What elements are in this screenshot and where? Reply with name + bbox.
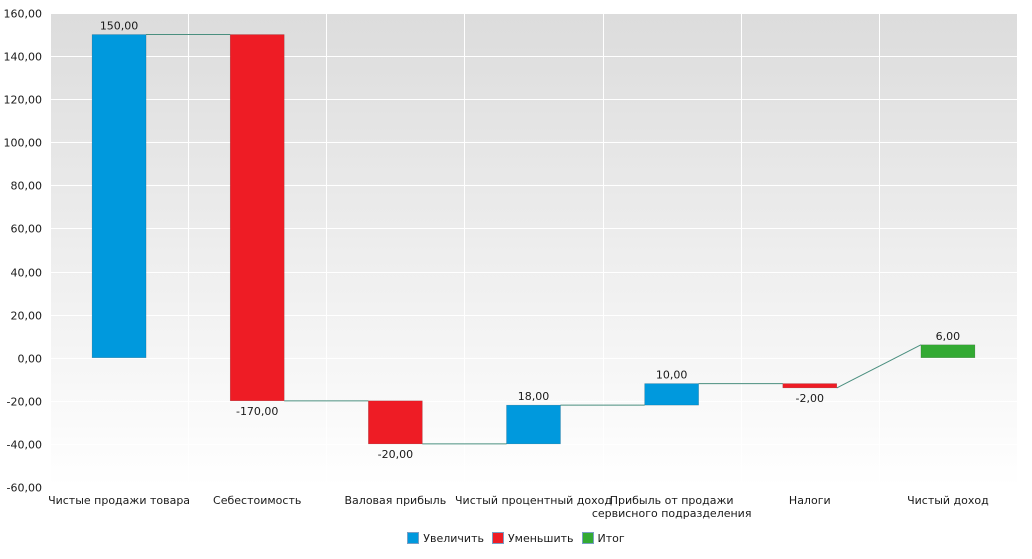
y-tick-label: 0,00 xyxy=(18,353,43,366)
grid-lines xyxy=(50,13,1018,488)
x-category-label: Чистые продажи товара xyxy=(48,494,190,507)
x-category-label: Чистый доход xyxy=(907,494,989,507)
connector-lines xyxy=(146,34,922,445)
bar-total xyxy=(920,344,976,358)
x-axis: Чистые продажи товара Себестоимость Валова… xyxy=(48,494,989,520)
data-labels: 150,00 -170,00 -20,00 18,00 10,00 -2,00 6,00 xyxy=(100,20,960,461)
legend-label-decrease: Уменьшить xyxy=(507,531,574,545)
bars xyxy=(91,34,976,445)
y-tick-label: 120,00 xyxy=(4,94,43,107)
data-label: 10,00 xyxy=(656,369,688,382)
data-label: 6,00 xyxy=(936,330,961,343)
bar-increase xyxy=(644,383,699,406)
legend-label-increase: Увеличить xyxy=(423,531,484,545)
legend-item-decrease[interactable]: Уменьшить xyxy=(491,529,574,547)
data-label: -2,00 xyxy=(796,392,824,405)
data-label: 18,00 xyxy=(518,390,550,403)
bar-increase xyxy=(91,34,147,358)
y-tick-label: 60,00 xyxy=(11,223,43,236)
y-tick-label: 20,00 xyxy=(11,310,43,323)
y-tick-label: -40,00 xyxy=(7,439,42,452)
data-label: -170,00 xyxy=(236,405,278,418)
x-category-label: Валовая прибыль xyxy=(345,494,447,507)
waterfall-chart: 160,00 140,00 120,00 100,00 80,00 60,00 40,00 2… xyxy=(4,8,1018,520)
y-tick-label: 100,00 xyxy=(4,137,43,150)
legend-swatch-decrease xyxy=(491,532,504,544)
legend: Увеличить Уменьшить Итог xyxy=(0,529,1032,547)
y-tick-label: 160,00 xyxy=(4,8,43,21)
legend-swatch-total xyxy=(581,532,594,544)
legend-label-total: Итог xyxy=(597,531,625,545)
y-tick-label: -20,00 xyxy=(7,396,42,409)
y-tick-label: -60,00 xyxy=(7,482,42,495)
y-axis: 160,00 140,00 120,00 100,00 80,00 60,00 40,00 2… xyxy=(4,8,43,495)
y-tick-label: 140,00 xyxy=(4,51,43,64)
x-category-label: Прибыль от продажи xyxy=(610,494,734,507)
legend-item-increase[interactable]: Увеличить xyxy=(407,529,484,547)
legend-swatch-increase xyxy=(407,532,420,544)
bar-decrease xyxy=(229,34,285,402)
bar-decrease xyxy=(368,400,423,445)
bar-increase xyxy=(506,404,561,445)
legend-item-total[interactable]: Итог xyxy=(581,529,625,547)
x-category-label: Себестоимость xyxy=(213,494,301,507)
data-label: -20,00 xyxy=(378,448,413,461)
connector-line xyxy=(836,344,922,389)
x-category-label: Налоги xyxy=(789,494,831,507)
data-label: 150,00 xyxy=(100,20,139,33)
x-category-label: Чистый процентный доход xyxy=(455,494,612,507)
y-tick-label: 80,00 xyxy=(11,180,43,193)
x-category-label: сервисного подразделения xyxy=(592,507,752,520)
y-tick-label: 40,00 xyxy=(11,267,43,280)
bar-decrease xyxy=(782,383,838,389)
